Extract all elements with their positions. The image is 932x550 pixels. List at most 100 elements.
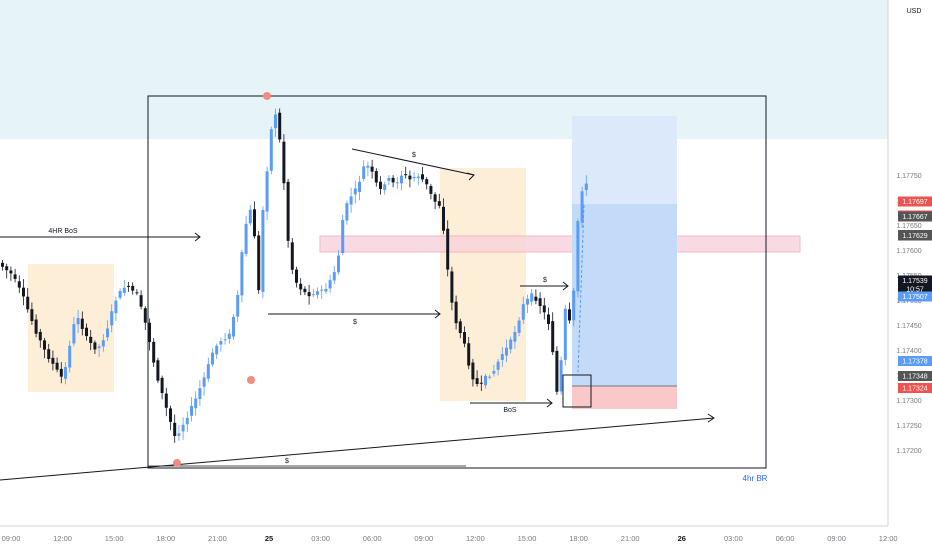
time-tick-label: 18:00 — [569, 534, 588, 543]
candle — [505, 339, 508, 363]
candle — [76, 310, 80, 334]
price-tag-bg — [898, 356, 932, 366]
candle — [257, 231, 261, 294]
candle-body — [442, 206, 445, 231]
time-tick-label: 03:00 — [724, 534, 743, 543]
candle-body — [542, 305, 546, 313]
liquidity-line-high[interactable] — [351, 148, 475, 176]
candle — [80, 311, 84, 336]
candle — [164, 387, 168, 417]
time-axis[interactable]: 09:00 12:00 15:00 18:00 21:00 25 03:00 06:00 09:… — [2, 534, 898, 543]
candle — [64, 362, 67, 385]
candle — [72, 316, 76, 347]
candle-body — [232, 316, 235, 337]
candle — [303, 286, 307, 296]
demand-zone-left[interactable] — [28, 264, 114, 392]
candle — [366, 161, 370, 177]
candle — [51, 350, 55, 371]
candle-body — [454, 301, 458, 324]
demand-zone-middle[interactable] — [440, 168, 526, 401]
candle-body — [463, 332, 466, 344]
candle — [223, 333, 227, 345]
position-target-zone-light[interactable] — [572, 116, 677, 204]
price-tick-label: 1.17750 — [896, 173, 921, 180]
candle — [240, 249, 244, 303]
candle-body — [479, 382, 483, 384]
trendline-bottom[interactable] — [0, 417, 715, 481]
candle-body — [568, 309, 571, 321]
candle — [282, 134, 286, 191]
candle — [177, 425, 181, 441]
candle — [404, 166, 408, 179]
candle-body — [278, 112, 282, 140]
bos-arrowhead — [546, 398, 553, 408]
candle — [68, 340, 72, 373]
candle-body — [282, 141, 286, 184]
range-box-4hr[interactable] — [147, 95, 767, 469]
candle — [337, 250, 340, 275]
candle-body — [198, 388, 202, 400]
candle-body — [177, 433, 181, 436]
price-tag-label: 1.17324 — [902, 386, 927, 393]
candle — [286, 178, 290, 248]
candle-body — [538, 298, 542, 307]
candle — [131, 282, 135, 295]
candle — [517, 316, 521, 337]
candle-body — [429, 186, 433, 194]
candle-body — [286, 181, 290, 241]
candle — [467, 336, 471, 370]
candle — [332, 266, 336, 285]
price-tag-label: 1.17507 — [902, 294, 927, 301]
price-tick-label: 1.17250 — [896, 423, 921, 430]
candle-body — [93, 342, 97, 350]
candle — [122, 279, 126, 296]
candle-body — [122, 287, 126, 293]
price-tag: 1.17667 — [898, 211, 932, 222]
candle-body — [148, 322, 151, 342]
entry-box[interactable] — [562, 374, 592, 408]
candle-body — [534, 296, 538, 301]
candle-body — [269, 129, 273, 171]
candle-body — [551, 321, 555, 353]
candle — [265, 166, 269, 221]
candle — [563, 304, 567, 366]
candle-body — [143, 308, 147, 323]
price-tag-label: 1.17667 — [902, 214, 927, 221]
candle-body — [38, 331, 42, 341]
candle — [9, 266, 13, 281]
candle-body — [362, 166, 366, 179]
price-tag-bg — [898, 371, 932, 381]
candle-body — [559, 360, 563, 392]
time-tick-label: 21:00 — [621, 534, 640, 543]
bos-4hr-label: 4HR BoS — [48, 228, 78, 235]
candle-body — [152, 341, 156, 363]
candle — [219, 337, 223, 352]
candle — [500, 347, 504, 367]
candle — [530, 289, 534, 306]
candle — [211, 348, 214, 367]
price-tag: 1.17507 — [898, 291, 932, 302]
liquidity-label-mid: $ — [353, 319, 357, 326]
candle-body — [345, 203, 349, 221]
candle-body — [211, 352, 214, 365]
candle — [442, 198, 445, 235]
candle-body — [85, 327, 88, 337]
candle-body — [97, 346, 101, 348]
candle — [206, 357, 210, 382]
candle-body — [320, 289, 324, 291]
projection-dashed-line — [577, 204, 585, 373]
resistance-zone[interactable] — [319, 235, 801, 253]
candle-body — [47, 349, 51, 359]
candle — [202, 372, 206, 396]
candle — [320, 285, 324, 299]
time-tick-label: 18:00 — [156, 534, 175, 543]
position-target-zone[interactable] — [572, 204, 677, 386]
candle — [198, 380, 202, 407]
countdown-label: 10:57 — [906, 287, 924, 294]
candle — [143, 306, 147, 330]
candle-body — [450, 271, 454, 303]
candle — [379, 176, 382, 195]
position-stop-zone[interactable] — [572, 386, 677, 409]
candle-body — [307, 292, 311, 297]
